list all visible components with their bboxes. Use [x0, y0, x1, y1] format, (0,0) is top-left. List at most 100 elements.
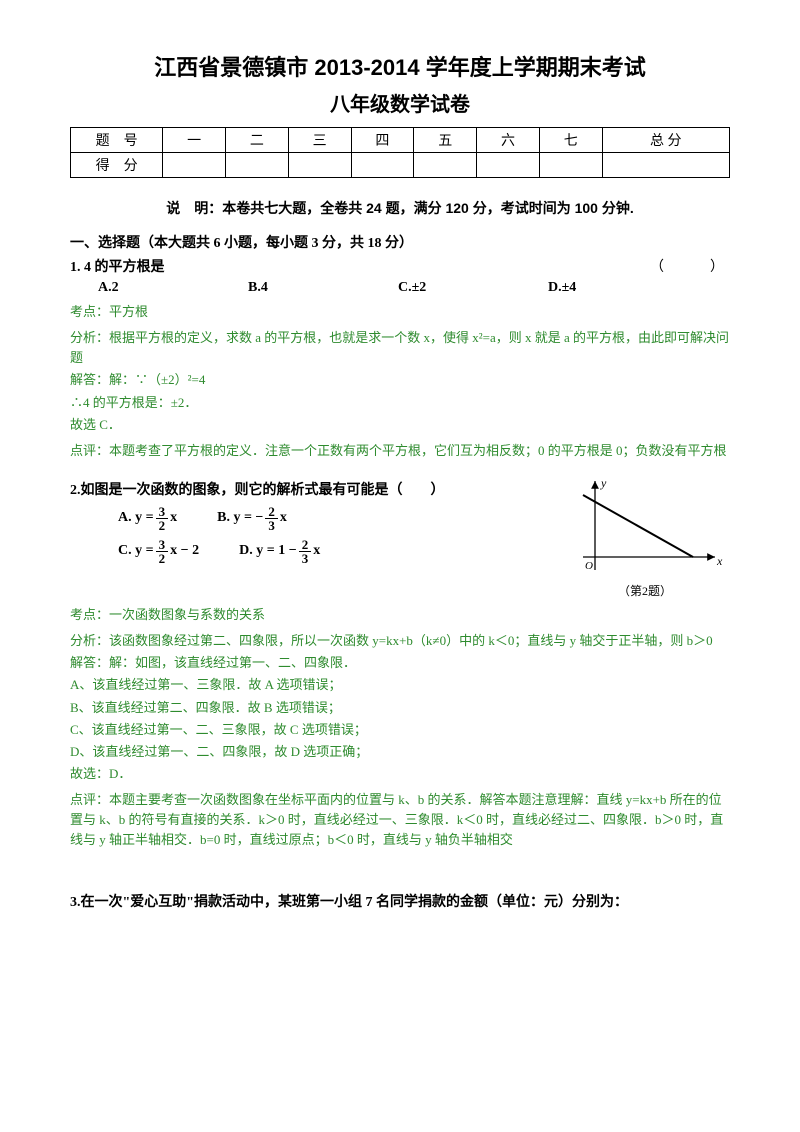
- den: 3: [265, 519, 278, 532]
- cell: [288, 153, 351, 178]
- text: 根据平方根的定义，求数 a 的平方根，也就是求一个数 x，使得 x²=a，则 x…: [70, 330, 729, 365]
- q1-stem-left: 1. 4 的平方根是: [70, 256, 165, 276]
- pre: y = −: [233, 510, 263, 526]
- post: x: [313, 543, 320, 559]
- cell: 一: [163, 128, 226, 153]
- q2-choices-row2: C. y = 32 x − 2 D. y = 1 − 23 x: [70, 538, 550, 565]
- fraction: 23: [299, 538, 312, 565]
- label: D.: [239, 543, 253, 559]
- q1-choice-c: C.±2: [398, 280, 548, 296]
- label: 点评：: [70, 792, 109, 807]
- cell: 三: [288, 128, 351, 153]
- num: 2: [265, 505, 278, 519]
- q2-graph: x y O: [565, 475, 725, 575]
- q2-choice-b: B. y = − 23 x: [217, 505, 287, 532]
- den: 2: [156, 552, 169, 565]
- q2-ja-b: B、该直线经过第二、四象限．故 B 选项错误；: [70, 698, 730, 718]
- label: 考点：: [70, 304, 109, 319]
- q2-choice-a: A. y = 32 x: [118, 505, 177, 532]
- cell: 总 分: [602, 128, 729, 153]
- fraction: 32: [156, 505, 169, 532]
- q1-choice-b: B.4: [248, 280, 398, 296]
- text: 该函数图象经过第二、四象限，所以一次函数 y=kx+b（k≠0）中的 k＜0；直…: [109, 633, 713, 648]
- page-title-1: 江西省景德镇市 2013-2014 学年度上学期期末考试: [70, 50, 730, 82]
- y-label: y: [600, 476, 607, 490]
- den: 3: [299, 552, 312, 565]
- origin-label: O: [585, 560, 593, 572]
- q2-ja-c: C、该直线经过第一、二、三象限，故 C 选项错误；: [70, 720, 730, 740]
- label: A.: [118, 510, 132, 526]
- q1-choice-a: A.2: [98, 280, 248, 296]
- q2-ja-end: 故选：D．: [70, 764, 730, 784]
- q2-choices-row1: A. y = 32 x B. y = − 23 x: [70, 505, 550, 532]
- q1-ja-2: ∴4 的平方根是：±2．: [70, 393, 730, 413]
- pre: y =: [135, 510, 153, 526]
- cell: [414, 153, 477, 178]
- q2-fx: 分析：该函数图象经过第二、四象限，所以一次函数 y=kx+b（k≠0）中的 k＜…: [70, 631, 730, 651]
- label: 解答：: [70, 655, 109, 670]
- q2-ja-d: D、该直线经过第一、二、四象限，故 D 选项正确；: [70, 742, 730, 762]
- cell: [477, 153, 540, 178]
- table-row: 得 分: [71, 153, 730, 178]
- q2-choice-d: D. y = 1 − 23 x: [239, 538, 320, 565]
- q1-stem-right: （ ）: [650, 256, 730, 276]
- text: 解：如图，该直线经过第一、二、四象限．: [109, 655, 356, 670]
- q1-ja-3: 故选 C．: [70, 415, 730, 435]
- cell: [226, 153, 289, 178]
- q2-choice-c: C. y = 32 x − 2: [118, 538, 199, 565]
- graph-line-icon: [583, 495, 693, 557]
- cell: 七: [539, 128, 602, 153]
- q3-stem: 3.在一次"爱心互助"捐款活动中，某班第一小组 7 名同学捐款的金额（单位：元）…: [70, 891, 730, 911]
- page-title-2: 八年级数学试卷: [70, 88, 730, 117]
- text: 本题主要考查一次函数图象在坐标平面内的位置与 k、b 的关系．解答本题注意理解：…: [70, 792, 723, 847]
- q2-caption: （第2题）: [560, 582, 730, 599]
- text: 本题考查了平方根的定义．注意一个正数有两个平方根，它们互为相反数；0 的平方根是…: [109, 443, 727, 458]
- cell: [602, 153, 729, 178]
- num: 3: [156, 538, 169, 552]
- den: 2: [156, 519, 169, 532]
- q2-kd: 考点：一次函数图象与系数的关系: [70, 605, 730, 625]
- label: 考点：: [70, 607, 109, 622]
- q1-stem: 1. 4 的平方根是 （ ）: [70, 256, 730, 276]
- q1-fx: 分析：根据平方根的定义，求数 a 的平方根，也就是求一个数 x，使得 x²=a，…: [70, 328, 730, 368]
- num: 2: [299, 538, 312, 552]
- label: 点评：: [70, 443, 109, 458]
- post: x: [170, 510, 177, 526]
- fraction: 23: [265, 505, 278, 532]
- cell: [539, 153, 602, 178]
- cell: 四: [351, 128, 414, 153]
- section-1-title: 一、选择题（本大题共 6 小题，每小题 3 分，共 18 分）: [70, 232, 730, 252]
- cell: [163, 153, 226, 178]
- cell: 题 号: [71, 128, 163, 153]
- num: 3: [156, 505, 169, 519]
- text: 平方根: [109, 304, 148, 319]
- q1-ja-1: 解答：解：∵（±2）²=4: [70, 370, 730, 390]
- pre: y = 1 −: [256, 543, 296, 559]
- post: x: [280, 510, 287, 526]
- label: B.: [217, 510, 230, 526]
- q2-dp: 点评：本题主要考查一次函数图象在坐标平面内的位置与 k、b 的关系．解答本题注意…: [70, 790, 730, 850]
- cell: 得 分: [71, 153, 163, 178]
- table-row: 题 号 一 二 三 四 五 六 七 总 分: [71, 128, 730, 153]
- cell: 六: [477, 128, 540, 153]
- text: 解：∵（±2）²=4: [109, 372, 205, 387]
- q2-ja-a: A、该直线经过第一、三象限．故 A 选项错误；: [70, 675, 730, 695]
- cell: 二: [226, 128, 289, 153]
- post: x − 2: [170, 543, 199, 559]
- q1-kd: 考点：平方根: [70, 302, 730, 322]
- q2-stem: 2.如图是一次函数的图象，则它的解析式最有可能是（ ）: [70, 479, 550, 499]
- label: 分析：: [70, 633, 109, 648]
- q1-dp: 点评：本题考查了平方根的定义．注意一个正数有两个平方根，它们互为相反数；0 的平…: [70, 441, 730, 461]
- q2-ja-head: 解答：解：如图，该直线经过第一、二、四象限．: [70, 653, 730, 673]
- label: 分析：: [70, 330, 109, 345]
- label: 解答：: [70, 372, 109, 387]
- cell: 五: [414, 128, 477, 153]
- q1-choice-d: D.±4: [548, 280, 698, 296]
- text: 一次函数图象与系数的关系: [109, 607, 265, 622]
- instructions: 说 明：本卷共七大题，全卷共 24 题，满分 120 分，考试时间为 100 分…: [70, 198, 730, 218]
- cell: [351, 153, 414, 178]
- fraction: 32: [156, 538, 169, 565]
- label: C.: [118, 543, 132, 559]
- score-table: 题 号 一 二 三 四 五 六 七 总 分 得 分: [70, 127, 730, 178]
- x-label: x: [716, 554, 723, 568]
